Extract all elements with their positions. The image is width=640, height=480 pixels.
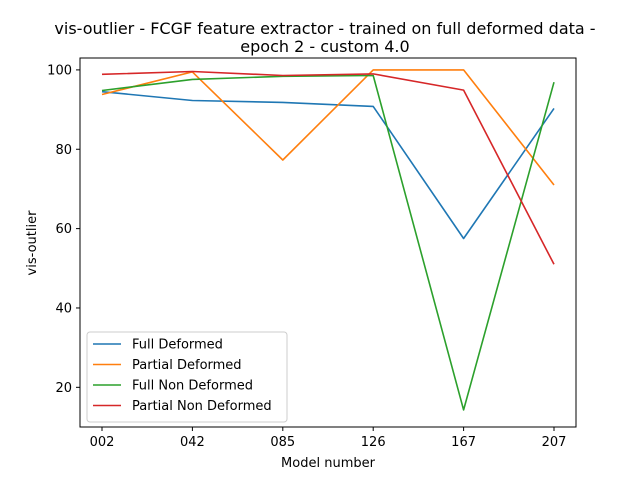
chart-title-line2: epoch 2 - custom 4.0 xyxy=(240,37,409,56)
x-axis-label: Model number xyxy=(281,456,376,471)
x-tick-label: 207 xyxy=(542,435,567,450)
series-line-3 xyxy=(101,70,555,265)
y-axis-label: vis-outlier xyxy=(25,210,40,276)
y-tick-label: 80 xyxy=(55,143,72,158)
y-tick-label: 20 xyxy=(55,381,72,396)
plot-area-frame xyxy=(79,57,577,428)
x-tick-label: 002 xyxy=(90,435,115,450)
y-axis-ticks: 20 40 60 80 100 xyxy=(47,63,80,396)
series-group xyxy=(101,69,555,411)
x-tick-label: 126 xyxy=(361,435,386,450)
series-line-2 xyxy=(101,74,555,411)
y-tick-label: 100 xyxy=(47,63,72,78)
x-tick-label: 042 xyxy=(180,435,205,450)
legend-entry-2: Full Non Deformed xyxy=(132,379,253,394)
legend-entry-3: Partial Non Deformed xyxy=(132,399,272,414)
y-tick-label: 40 xyxy=(55,301,72,316)
x-axis-ticks: 002 042 085 126 167 207 xyxy=(90,427,567,450)
x-tick-label: 167 xyxy=(451,435,476,450)
legend-box xyxy=(86,331,288,423)
legend-entry-1: Partial Deformed xyxy=(132,358,242,373)
legend-entry-0: Full Deformed xyxy=(132,338,223,353)
series-line-1 xyxy=(101,69,555,186)
x-tick-label: 085 xyxy=(270,435,295,450)
series-line-0 xyxy=(101,90,555,240)
chart-title-line1: vis-outlier - FCGF feature extractor - t… xyxy=(54,19,595,38)
legend: Full Deformed Partial Deformed Full Non De… xyxy=(86,331,288,423)
y-tick-label: 60 xyxy=(55,222,72,237)
